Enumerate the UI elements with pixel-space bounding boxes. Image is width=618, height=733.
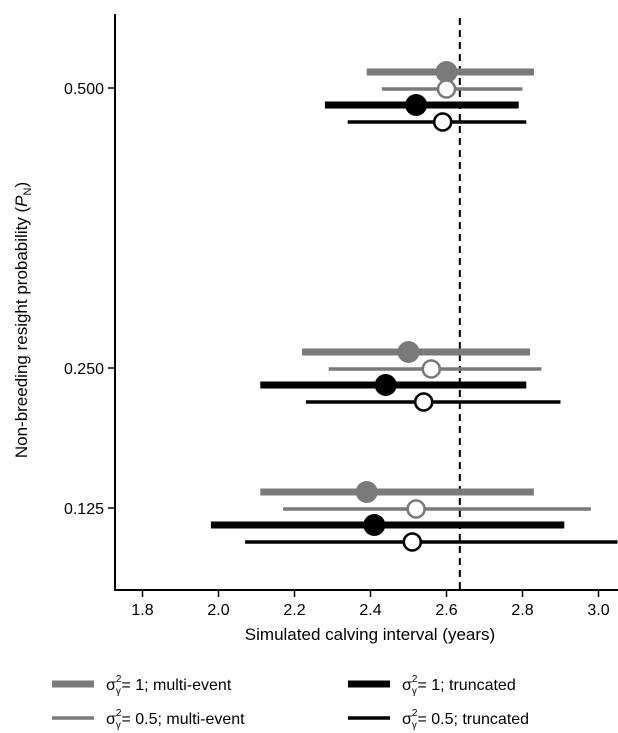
plot-area — [114, 14, 618, 591]
estimate-point — [402, 532, 423, 552]
y-axis-label: Non-breeding resight probability (PN) — [12, 182, 34, 458]
estimate-point — [432, 112, 453, 132]
legend: σγ2= 1; multi-event σγ2= 0.5; multi-event… — [52, 674, 529, 731]
estimate-point — [406, 499, 426, 519]
y-tick-label: 0.125 — [64, 501, 104, 518]
legend-label: σγ2= 0.5; truncated — [402, 708, 529, 731]
axis-ticks: 1.8 2.0 2.2 2.4 2.6 2.8 3.0 0.500 0.250 0.125 — [64, 81, 610, 619]
x-tick-label: 1.8 — [131, 602, 153, 619]
x-tick-label: 2.2 — [283, 602, 305, 619]
x-tick-label: 3.0 — [587, 602, 609, 619]
x-tick-label: 2.6 — [435, 602, 457, 619]
estimate-point — [363, 514, 386, 536]
estimate-point — [405, 94, 428, 116]
estimate-point — [374, 374, 397, 396]
estimate-point — [421, 359, 442, 379]
estimate-point — [413, 392, 434, 412]
estimate-point — [436, 79, 457, 99]
y-tick-label: 0.250 — [64, 361, 104, 378]
x-axis-label: Simulated calving interval (years) — [245, 625, 495, 644]
x-tick-label: 2.0 — [207, 602, 229, 619]
interval-marks — [210, 61, 618, 552]
estimate-point — [435, 61, 458, 83]
legend-label: σγ2= 1; multi-event — [106, 674, 232, 697]
y-tick-label: 0.500 — [64, 81, 104, 98]
legend-label: σγ2= 1; truncated — [402, 674, 516, 697]
estimate-point — [397, 341, 420, 363]
estimate-point — [355, 481, 378, 503]
x-tick-label: 2.4 — [359, 602, 381, 619]
x-tick-label: 2.8 — [511, 602, 533, 619]
legend-label: σγ2= 0.5; multi-event — [106, 708, 245, 731]
